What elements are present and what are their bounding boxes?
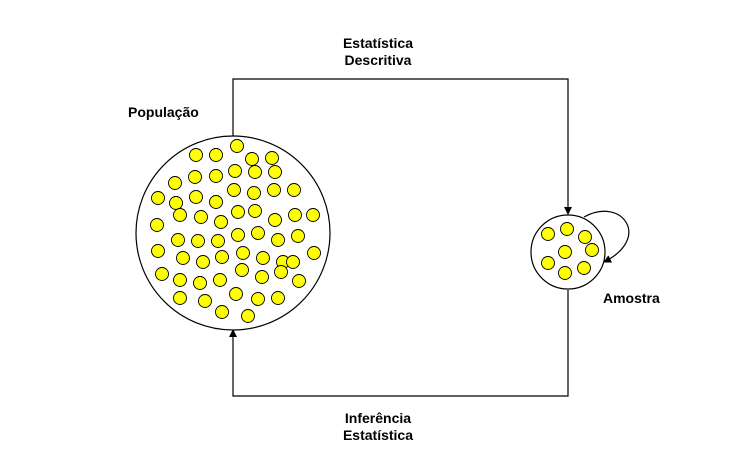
population-dot	[189, 148, 203, 162]
population-dot	[228, 164, 242, 178]
population-dot	[214, 215, 228, 229]
population-dot	[171, 233, 185, 247]
population-dot	[227, 183, 241, 197]
population-dot	[268, 213, 282, 227]
population-dot	[191, 234, 205, 248]
population-dot	[251, 292, 265, 306]
population-dot	[267, 183, 281, 197]
population-dot	[306, 208, 320, 222]
population-dot	[251, 226, 265, 240]
population-dot	[248, 165, 262, 179]
population-dot	[193, 276, 207, 290]
population-dot	[209, 195, 223, 209]
descriptive-statistics-arrow	[232, 78, 572, 215]
population-dot	[292, 274, 306, 288]
descriptive-label-line2: Descritiva	[344, 52, 412, 68]
population-dot	[241, 309, 255, 323]
population-dot	[307, 246, 321, 260]
descriptive-statistics-label: Estatística Descritiva	[328, 35, 428, 69]
population-dot	[291, 229, 305, 243]
population-dot	[151, 191, 165, 205]
population-dot	[255, 270, 269, 284]
sample-dot	[577, 261, 591, 275]
population-dot	[231, 228, 245, 242]
population-dot	[198, 294, 212, 308]
sample-dot	[578, 230, 592, 244]
population-dot	[209, 169, 223, 183]
population-dot	[236, 246, 250, 260]
inferential-statistics-arrow	[229, 290, 569, 397]
sample-label: Amostra	[603, 290, 660, 306]
population-dot	[168, 176, 182, 190]
population-dot	[271, 291, 285, 305]
population-dot	[245, 152, 259, 166]
population-dot	[169, 196, 183, 210]
sample-loop-arrow	[583, 210, 630, 263]
population-dot	[271, 233, 285, 247]
population-dot	[288, 208, 302, 222]
inferential-statistics-label: Inferência Estatística	[328, 410, 428, 444]
population-dot	[215, 250, 229, 264]
population-dot	[274, 265, 288, 279]
population-dot	[213, 273, 227, 287]
population-dot	[211, 234, 225, 248]
descriptive-label-line1: Estatística	[342, 35, 414, 51]
population-dot	[229, 287, 243, 301]
population-dot	[215, 305, 229, 319]
population-dot	[173, 208, 187, 222]
sample-dot	[560, 222, 574, 236]
population-dot	[235, 263, 249, 277]
population-dot	[194, 210, 208, 224]
population-dot	[247, 186, 261, 200]
population-dot	[151, 244, 165, 258]
sample-dot	[541, 227, 555, 241]
population-dot	[173, 291, 187, 305]
population-dot	[248, 204, 262, 218]
inference-label-line1: Inferência	[344, 410, 412, 426]
population-dot	[189, 190, 203, 204]
population-dot	[287, 183, 301, 197]
sample-dot	[541, 256, 555, 270]
sample-dot	[558, 245, 572, 259]
population-dot	[230, 139, 244, 153]
population-dot	[209, 148, 223, 162]
population-dot	[265, 151, 279, 165]
population-dot	[188, 170, 202, 184]
population-dot	[155, 267, 169, 281]
sample-dot	[585, 243, 599, 257]
population-dot	[268, 165, 282, 179]
population-dot	[173, 273, 187, 287]
sample-dot	[558, 266, 572, 280]
sample-dots	[541, 222, 599, 280]
population-dot	[256, 251, 270, 265]
population-label: População	[128, 104, 199, 120]
population-dot	[150, 218, 164, 232]
inference-label-line2: Estatística	[342, 427, 414, 443]
population-dot	[286, 255, 300, 269]
population-dots	[150, 139, 321, 323]
population-dot	[231, 205, 245, 219]
population-dot	[196, 255, 210, 269]
population-dot	[176, 251, 190, 265]
